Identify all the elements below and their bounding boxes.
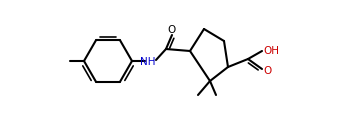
Text: O: O <box>168 25 176 35</box>
Text: NH: NH <box>140 56 156 66</box>
Text: OH: OH <box>263 46 279 56</box>
Text: O: O <box>263 65 271 75</box>
